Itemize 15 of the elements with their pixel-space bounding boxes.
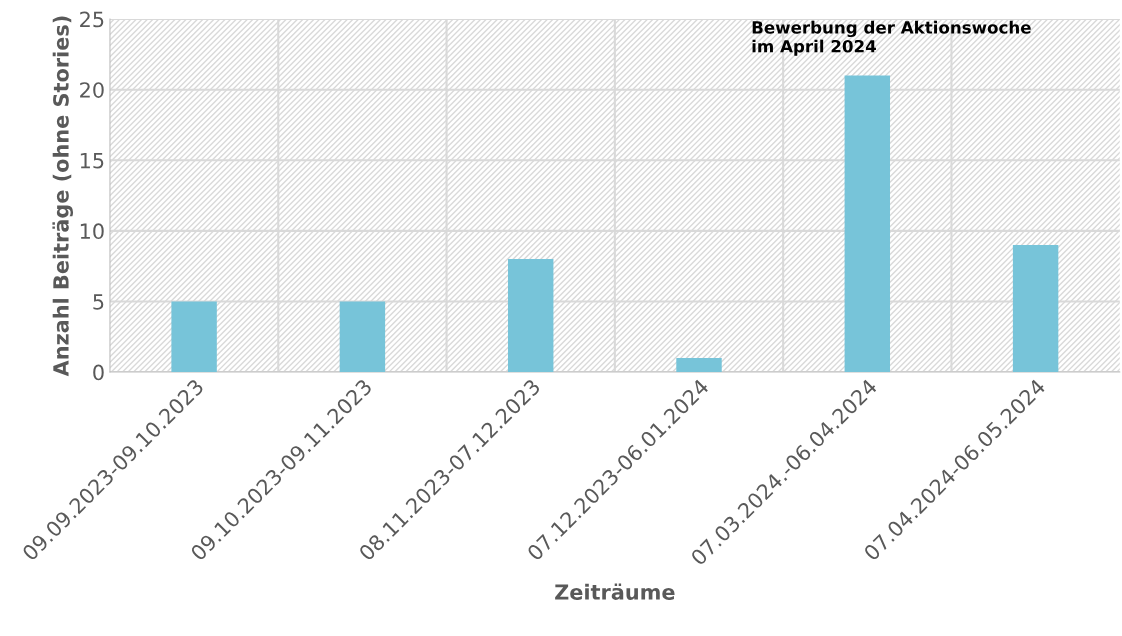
- bar: [676, 357, 722, 373]
- y-tick-label: 0: [93, 364, 104, 381]
- y-tick-label: 15: [80, 153, 104, 169]
- bar: [844, 75, 891, 373]
- y-tick-label: 10: [80, 223, 104, 240]
- bar: [1012, 244, 1059, 373]
- x-axis-title: Zeiträume: [555, 583, 675, 600]
- y-tick-label: 25: [80, 11, 104, 28]
- y-axis-title: Anzahl Beiträge (ohne Stories): [52, 16, 74, 377]
- y-tick-label: 5: [93, 294, 104, 310]
- y-tick-label: 20: [80, 82, 104, 98]
- bar: [339, 301, 386, 373]
- bar: [507, 259, 554, 373]
- annotation: Bewerbung der Aktionswoche im April 2024: [752, 20, 1031, 56]
- bar: [171, 301, 217, 373]
